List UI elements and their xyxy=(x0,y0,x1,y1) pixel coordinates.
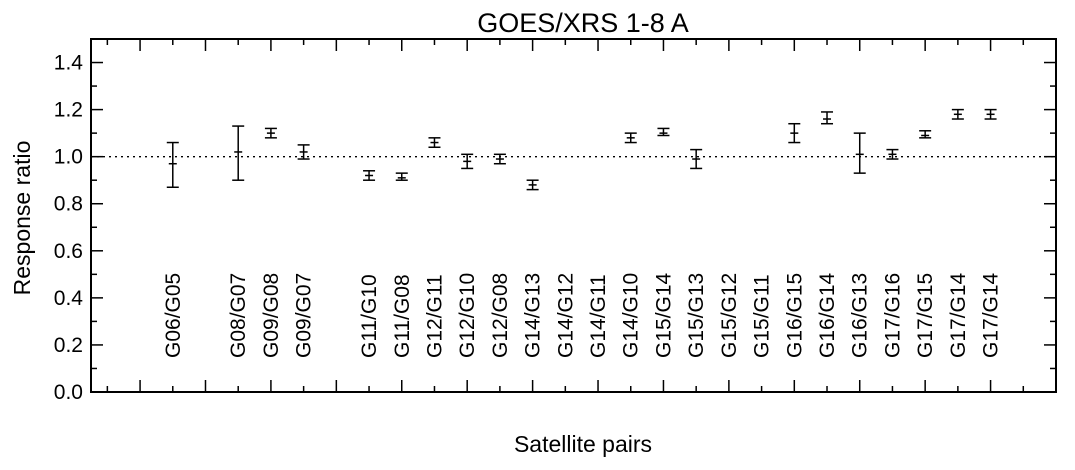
data-point xyxy=(297,144,310,160)
category-label: G14/G12 xyxy=(554,273,577,358)
category-label: G09/G07 xyxy=(293,273,316,358)
y-tick-label: 0.0 xyxy=(54,381,83,404)
data-point xyxy=(788,122,801,144)
category-label: G14/G10 xyxy=(620,273,643,358)
category-label: G17/G14 xyxy=(947,272,970,358)
y-tick-label: 0.2 xyxy=(54,334,83,357)
category-label: G09/G08 xyxy=(260,273,283,358)
category-label: G17/G16 xyxy=(881,273,904,358)
category-label: G17/G15 xyxy=(914,273,937,358)
y-tick-label: 0.6 xyxy=(54,240,83,263)
category-label: G14/G11 xyxy=(587,274,610,358)
data-point xyxy=(461,153,474,170)
data-point xyxy=(690,148,703,170)
data-point xyxy=(395,172,408,181)
y-tick-label: 1.4 xyxy=(54,52,84,75)
data-point xyxy=(232,125,245,181)
category-label: G14/G13 xyxy=(522,273,545,358)
data-point xyxy=(657,127,670,137)
category-label: G15/G13 xyxy=(685,273,708,358)
data-point xyxy=(526,179,539,191)
category-label: G11/G10 xyxy=(358,274,381,358)
data-point xyxy=(984,108,997,120)
y-axis-label: Response ratio xyxy=(9,141,35,296)
chart-title: GOES/XRS 1-8 A xyxy=(477,8,689,38)
y-tick-label: 1.0 xyxy=(54,146,83,169)
category-label: G12/G11 xyxy=(423,274,446,358)
plot-frame xyxy=(90,38,1057,393)
category-label: G06/G05 xyxy=(162,273,185,358)
data-point xyxy=(264,127,277,139)
data-point xyxy=(821,111,834,125)
x-axis-label: Satellite pairs xyxy=(514,431,652,457)
y-tick-label: 0.4 xyxy=(54,287,84,310)
category-label: G16/G13 xyxy=(849,273,872,358)
category-label: G16/G14 xyxy=(816,272,839,358)
category-label: G15/G14 xyxy=(652,272,675,358)
category-label: G15/G12 xyxy=(718,273,741,358)
data-point xyxy=(919,130,932,139)
y-tick-label: 1.2 xyxy=(54,99,83,122)
category-label: G08/G07 xyxy=(227,273,250,358)
category-label: G16/G15 xyxy=(783,273,806,358)
data-point xyxy=(363,170,376,181)
data-point xyxy=(853,132,866,174)
data-point xyxy=(624,132,637,144)
category-label: G11/G08 xyxy=(391,274,414,358)
category-label: G12/G10 xyxy=(456,273,479,358)
data-point xyxy=(951,108,964,120)
data-point xyxy=(428,137,441,149)
y-tick-label: 0.8 xyxy=(54,193,83,216)
data-point xyxy=(886,148,899,160)
data-point xyxy=(493,153,506,165)
data-point xyxy=(166,141,179,189)
category-label: G15/G11 xyxy=(751,274,774,358)
category-label: G12/G08 xyxy=(489,273,512,358)
category-label: G17/G14 xyxy=(980,272,1003,358)
